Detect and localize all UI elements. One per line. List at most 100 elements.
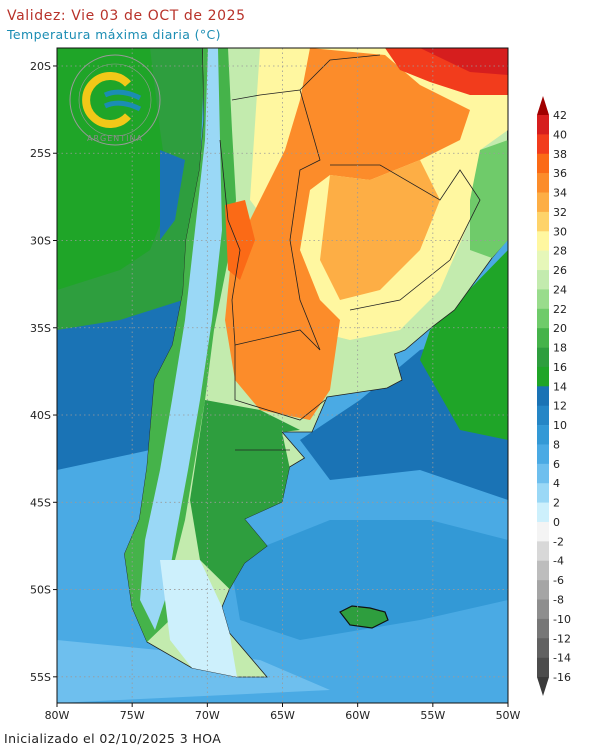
title: Validez: Vie 03 de OCT de 2025 — [7, 8, 246, 24]
colorbar-label: 28 — [553, 245, 567, 258]
border — [330, 164, 481, 311]
colorbar-label: -10 — [553, 613, 571, 626]
colorbar-segment — [537, 211, 549, 232]
colorbar-segment — [537, 483, 549, 503]
border — [219, 89, 321, 351]
logo-ring — [78, 63, 152, 137]
colorbar-label: 30 — [553, 225, 567, 238]
colorbar-under — [537, 677, 549, 697]
colorbar-label: -6 — [553, 574, 564, 587]
colorbar-segment — [537, 599, 549, 620]
logo-ring — [69, 54, 161, 146]
colorbar-label: -14 — [553, 652, 571, 665]
logo-wave — [103, 100, 142, 112]
colorbar-label: 42 — [553, 109, 567, 122]
colorbar-segment — [537, 270, 549, 290]
colorbar-segment — [537, 405, 549, 426]
lat-label: 25S — [30, 147, 51, 160]
colorbar-label: 24 — [553, 283, 567, 296]
lon-label: 75W — [120, 709, 145, 722]
colorbar-label: 20 — [553, 322, 567, 335]
ocean-zone — [57, 640, 330, 703]
temp-zone — [225, 48, 470, 420]
colorbar-segment — [537, 580, 549, 600]
colorbar-label: 16 — [553, 361, 567, 374]
lon-label: 65W — [270, 709, 295, 722]
colorbar-label: 38 — [553, 148, 567, 161]
lat-label: 20S — [30, 60, 51, 73]
colorbar-label: -12 — [553, 632, 571, 645]
temp-zone — [140, 48, 222, 630]
ocean-zone — [230, 520, 508, 640]
lon-label: 60W — [345, 709, 370, 722]
colorbar-segment — [537, 444, 549, 465]
temp-zone — [320, 160, 440, 300]
colorbar-segment — [537, 638, 549, 658]
logo-text: ARGENTINA — [87, 134, 143, 143]
lat-label: 55S — [30, 671, 51, 684]
temp-zone — [420, 48, 508, 75]
colorbar-segment — [537, 173, 549, 193]
temp-zone — [190, 400, 300, 589]
graticule — [57, 48, 508, 703]
lat-label: 50S — [30, 584, 51, 597]
islands — [339, 605, 389, 629]
lon-label: 80W — [45, 709, 70, 722]
logo-c — [82, 72, 131, 128]
colorbar-segment — [537, 250, 549, 271]
logo-wave — [103, 89, 142, 101]
colorbar-label: 22 — [553, 303, 567, 316]
colorbar-segment — [537, 308, 549, 329]
colorbar: 424038363432302826242220181614121086420-… — [537, 96, 571, 697]
map — [57, 48, 508, 703]
lat-label: 35S — [30, 322, 51, 335]
colorbar-segment — [537, 347, 549, 368]
colorbar-segment — [537, 231, 549, 251]
lat-label: 30S — [30, 235, 51, 248]
colorbar-segment — [537, 618, 549, 639]
colorbar-label: 2 — [553, 497, 560, 510]
colorbar-label: 10 — [553, 419, 567, 432]
colorbar-segment — [537, 366, 549, 387]
colorbar-label: 8 — [553, 438, 560, 451]
colorbar-label: 32 — [553, 206, 567, 219]
colorbar-label: -2 — [553, 535, 564, 548]
colorbar-segment — [537, 502, 549, 523]
colorbar-segment — [537, 463, 549, 484]
ocean-zone — [57, 300, 190, 470]
colorbar-segment — [537, 386, 549, 406]
colorbar-label: -16 — [553, 671, 571, 684]
colorbar-label: 14 — [553, 380, 567, 393]
colorbar-label: 36 — [553, 167, 567, 180]
lon-label: 55W — [420, 709, 445, 722]
lat-label: 45S — [30, 496, 51, 509]
ocean-zone — [160, 150, 185, 240]
subtitle: Temperatura máxima diaria (°C) — [6, 27, 221, 42]
colorbar-segment — [537, 192, 549, 213]
colorbar-segment — [537, 115, 549, 135]
colorbar-label: -8 — [553, 594, 564, 607]
logo: ARGENTINA — [69, 54, 161, 146]
colorbar-label: 6 — [553, 458, 560, 471]
colorbar-segment — [537, 541, 549, 562]
lat-label: 40S — [30, 409, 51, 422]
colorbar-over — [537, 96, 549, 115]
colorbar-segment — [537, 521, 549, 542]
colorbar-label: 26 — [553, 264, 567, 277]
colorbar-segment — [537, 425, 549, 445]
lon-label: 50W — [496, 709, 521, 722]
colorbar-label: 40 — [553, 128, 567, 141]
colorbar-segment — [537, 328, 549, 348]
colorbar-label: -4 — [553, 555, 564, 568]
colorbar-segment — [537, 134, 549, 155]
colorbar-label: 0 — [553, 516, 560, 529]
footer: Inicializado el 02/10/2025 3 HOA — [4, 731, 221, 746]
border — [234, 345, 326, 421]
colorbar-segment — [537, 153, 549, 174]
ocean-zone — [420, 250, 508, 440]
colorbar-segment — [537, 289, 549, 310]
temp-zone — [470, 140, 508, 258]
colorbar-segment — [537, 560, 549, 581]
colorbar-segment — [537, 657, 549, 678]
